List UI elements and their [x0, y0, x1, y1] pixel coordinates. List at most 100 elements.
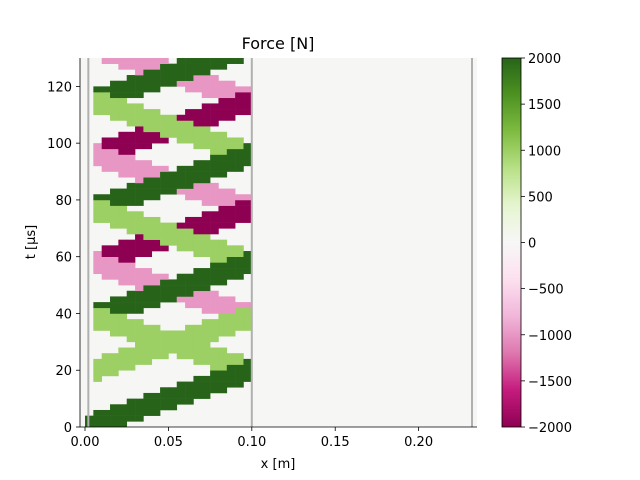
heatmap-cell — [185, 228, 194, 235]
heatmap-cell — [160, 296, 169, 303]
heatmap-cell — [135, 160, 144, 167]
heatmap-cell — [226, 143, 236, 150]
heatmap-cell — [110, 409, 119, 416]
heatmap-cell — [226, 319, 236, 326]
heatmap-cell — [118, 251, 128, 257]
heatmap-cell — [210, 273, 219, 280]
heatmap-cell — [160, 233, 169, 240]
heatmap-cell — [135, 86, 144, 93]
heatmap-cell — [168, 126, 178, 133]
heatmap-cell — [235, 353, 244, 360]
heatmap-cell — [243, 154, 253, 161]
heatmap-cell — [135, 296, 144, 303]
heatmap-cell — [118, 148, 128, 155]
heatmap-cell — [185, 233, 194, 240]
heatmap-cell — [118, 211, 128, 218]
heatmap-cell — [185, 347, 194, 354]
heatmap-cell — [126, 216, 136, 223]
heatmap-cell — [201, 143, 211, 150]
heatmap-cell — [243, 143, 253, 150]
heatmap-cell — [143, 160, 153, 167]
y-tick-label: 80 — [55, 194, 72, 209]
heatmap-cell — [118, 58, 128, 64]
heatmap-cell — [126, 415, 136, 422]
heatmap-cell — [126, 307, 136, 314]
heatmap-cell — [210, 58, 219, 64]
heatmap-cell — [126, 120, 136, 127]
heatmap-cell — [126, 63, 136, 70]
heatmap-cell — [160, 392, 169, 399]
heatmap-cell — [168, 336, 178, 343]
heatmap-cell — [210, 80, 219, 87]
heatmap-cell — [160, 336, 169, 343]
heatmap-cell — [193, 336, 203, 343]
heatmap-cell — [110, 302, 119, 309]
heatmap-cell — [185, 131, 194, 138]
heatmap-cell — [176, 80, 186, 87]
heatmap-cell — [135, 398, 144, 405]
heatmap-cell — [143, 182, 153, 189]
heatmap-cell — [235, 262, 244, 269]
heatmap-cell — [93, 97, 102, 104]
heatmap-cell — [210, 188, 219, 195]
heatmap-cell — [126, 404, 136, 411]
heatmap-cell — [101, 97, 111, 104]
heatmap-cell — [176, 120, 186, 127]
heatmap-cell — [210, 211, 219, 218]
y-tick-label: 20 — [55, 364, 72, 379]
heatmap-cell — [126, 336, 136, 343]
heatmap-cell — [176, 222, 186, 229]
heatmap-cell — [176, 188, 186, 195]
heatmap-cell — [143, 177, 153, 184]
heatmap-cell — [143, 137, 153, 144]
heatmap-cell — [201, 211, 211, 218]
heatmap-cell — [210, 387, 219, 394]
heatmap-cell — [118, 114, 128, 121]
heatmap-cell — [118, 256, 128, 263]
heatmap-cell — [135, 131, 144, 138]
heatmap-cell — [226, 165, 236, 172]
heatmap-cell — [151, 409, 161, 416]
heatmap-cell — [151, 245, 161, 252]
heatmap-cell — [151, 109, 161, 116]
heatmap-cell — [226, 86, 236, 93]
heatmap-cell — [126, 324, 136, 331]
heatmap-cell — [176, 341, 186, 348]
heatmap-cell — [118, 165, 128, 172]
heatmap-cell — [160, 341, 169, 348]
heatmap-cell — [126, 330, 136, 337]
heatmap-cell — [118, 347, 128, 354]
x-tick-label: 0.00 — [71, 435, 100, 450]
heatmap-cell — [151, 216, 161, 223]
heatmap-cell — [201, 171, 211, 178]
heatmap-cell — [151, 296, 161, 303]
heatmap-cell — [218, 319, 228, 326]
heatmap-cell — [118, 268, 128, 275]
heatmap-cell — [126, 273, 136, 280]
heatmap-cell — [193, 160, 203, 167]
heatmap-cell — [185, 273, 194, 280]
heatmap-cell — [110, 114, 119, 121]
heatmap-cell — [110, 262, 119, 269]
heatmap-cell — [118, 245, 128, 252]
heatmap-cell — [235, 268, 244, 275]
heatmap-cell — [210, 381, 219, 388]
heatmap-cell — [201, 188, 211, 195]
heatmap-cell — [110, 194, 119, 201]
heatmap-cell — [118, 188, 128, 195]
heatmap-cell — [201, 177, 211, 184]
heatmap-cell — [226, 114, 236, 121]
heatmap-cell — [143, 194, 153, 201]
heatmap-cell — [93, 199, 102, 206]
heatmap-cell — [210, 114, 219, 121]
heatmap-cell — [135, 358, 144, 365]
heatmap-cell — [193, 63, 203, 70]
x-tick-label: 0.15 — [321, 435, 350, 450]
heatmap-cell — [143, 330, 153, 337]
heatmap-cell — [201, 302, 211, 309]
heatmap-cell — [101, 92, 111, 99]
heatmap-cell — [110, 364, 119, 371]
heatmap-cell — [126, 364, 136, 371]
heatmap-cell — [218, 86, 228, 93]
heatmap-cell — [160, 80, 169, 87]
